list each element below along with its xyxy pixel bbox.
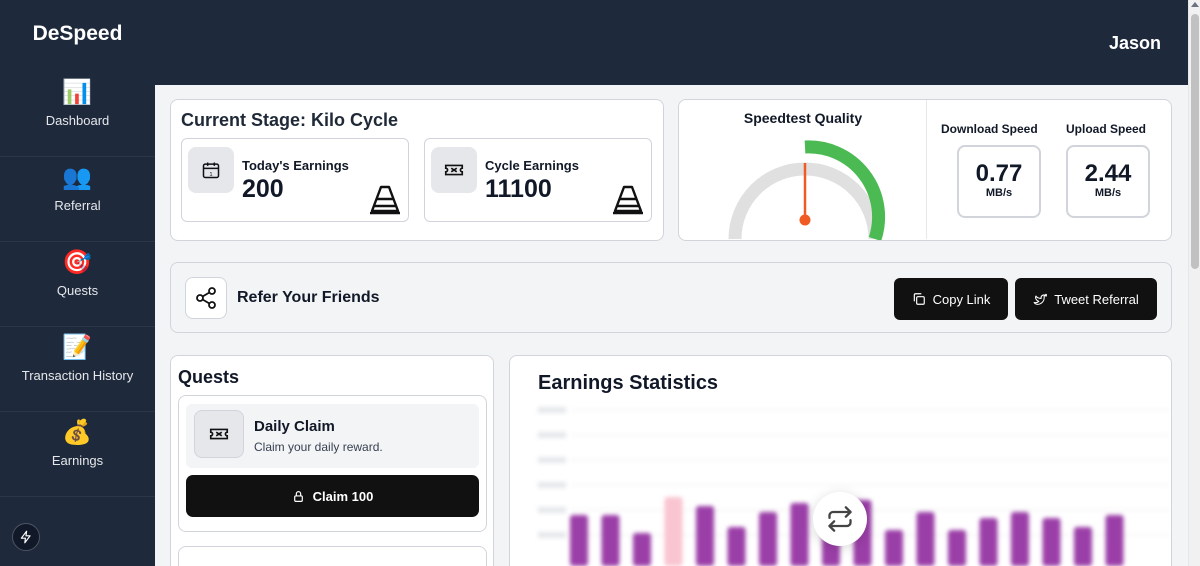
cycle-earnings-value: 11100 (485, 175, 552, 203)
chart-bar[interactable] (948, 530, 966, 566)
calendar-icon: 1 (188, 147, 234, 193)
cycle-earnings-box: Cycle Earnings 11100 (424, 138, 652, 222)
quest-name: Daily Claim (254, 418, 335, 435)
chart-tick-placeholder (538, 532, 566, 538)
claim-button[interactable]: Claim 100 (186, 475, 479, 517)
users-icon: 👥 (62, 164, 92, 191)
chart-tick-placeholder (538, 407, 566, 413)
quest-item (178, 546, 487, 566)
chart-bar[interactable] (790, 503, 809, 566)
chart-bar[interactable] (759, 512, 777, 566)
refer-card: Refer Your Friends Copy Link Tweet Refer… (170, 262, 1172, 333)
sidebar: DeSpeed 📊 Dashboard 👥 Referral 🎯 Quests … (0, 0, 155, 566)
quest-description: Claim your daily reward. (254, 440, 383, 454)
svg-text:1: 1 (209, 172, 212, 178)
chart-bar[interactable] (696, 506, 714, 566)
chart-bar[interactable] (727, 527, 746, 566)
share-button[interactable] (185, 277, 227, 319)
chart-tick-placeholder (538, 432, 566, 438)
username[interactable]: Jason (1108, 33, 1161, 53)
sidebar-item-label: Referral (54, 198, 101, 213)
sidebar-item-referral[interactable]: 👥 Referral (0, 157, 155, 242)
speedtest-quality-title: Speedtest Quality (743, 110, 863, 126)
sidebar-item-transaction-history[interactable]: 📝 Transaction History (0, 327, 155, 412)
sidebar-item-label: Quests (56, 283, 99, 298)
download-speed-box: 0.77 MB/s (957, 145, 1041, 218)
refer-title: Refer Your Friends (237, 289, 380, 306)
tweet-referral-button[interactable]: Tweet Referral (1015, 278, 1157, 320)
copy-link-label: Copy Link (932, 291, 991, 307)
earnings-statistics-card: Earnings Statistics (509, 355, 1172, 566)
chart-bar[interactable] (664, 497, 683, 566)
gauge-fill (804, 140, 886, 240)
stage-title: Current Stage: Kilo Cycle (181, 110, 399, 130)
upload-speed-value: 2.44 (1084, 160, 1132, 187)
chart-bar[interactable] (916, 512, 935, 566)
swap-icon (828, 506, 852, 532)
chart-tick-placeholder (538, 507, 566, 513)
chart-bar[interactable] (633, 533, 651, 566)
speedtest-card: Speedtest Quality Download Speed 0.77 MB… (678, 99, 1172, 241)
upload-speed-box: 2.44 MB/s (1066, 145, 1150, 218)
speedtest-gauge (728, 140, 886, 240)
todays-earnings-value: 200 (242, 175, 284, 203)
earnings-chart (538, 407, 1170, 566)
todays-earnings-label: Today's Earnings (242, 158, 349, 173)
brand-logo[interactable]: DeSpeed (32, 22, 123, 45)
chart-icon: 📊 (62, 79, 92, 106)
bolt-icon (20, 530, 31, 544)
sidebar-item-label: Earnings (51, 453, 104, 468)
share-icon (196, 287, 216, 309)
scroll-up-arrow-icon[interactable] (1191, 2, 1199, 7)
bolt-button[interactable] (12, 523, 40, 551)
tweet-referral-label: Tweet Referral (1054, 291, 1139, 307)
cone-icon (613, 185, 643, 215)
chart-bar[interactable] (885, 530, 903, 566)
claim-button-label: Claim 100 (312, 488, 374, 504)
cycle-earnings-label: Cycle Earnings (485, 158, 579, 173)
top-header: Jason (155, 0, 1188, 85)
chart-tick-placeholder (538, 482, 566, 488)
swap-chart-button[interactable] (813, 492, 867, 546)
quest-info: Daily Claim Claim your daily reward. (186, 404, 479, 468)
copy-link-button[interactable]: Copy Link (894, 278, 1008, 320)
download-speed-value: 0.77 (975, 160, 1023, 187)
ticket-icon (194, 410, 244, 458)
twitter-icon (1033, 293, 1048, 305)
sidebar-item-earnings[interactable]: 💰 Earnings (0, 412, 155, 497)
divider (926, 100, 927, 239)
chart-bar[interactable] (1011, 512, 1029, 566)
quests-title: Quests (178, 367, 240, 387)
memo-icon: 📝 (62, 334, 92, 361)
chart-tick-placeholder (538, 457, 566, 463)
chart-bar[interactable] (1105, 515, 1124, 566)
quests-card: Quests Daily Claim Claim your daily rewa… (170, 355, 494, 566)
gauge-needle-pivot (799, 214, 811, 226)
chart-bar[interactable] (601, 515, 620, 566)
chart-bar[interactable] (1074, 527, 1092, 566)
page-scrollbar[interactable] (1188, 0, 1200, 566)
stage-card: Current Stage: Kilo Cycle 1 Today's Earn… (170, 99, 664, 241)
upload-speed-label: Upload Speed (1066, 122, 1147, 136)
money-bag-icon: 💰 (62, 419, 92, 446)
target-icon: 🎯 (62, 249, 92, 276)
quest-item-daily-claim: Daily Claim Claim your daily reward. Cla… (178, 395, 487, 532)
sidebar-item-quests[interactable]: 🎯 Quests (0, 242, 155, 327)
earnings-statistics-title: Earnings Statistics (538, 372, 719, 394)
todays-earnings-box: 1 Today's Earnings 200 (181, 138, 409, 222)
chart-bar[interactable] (979, 518, 998, 566)
sidebar-item-label: Dashboard (45, 113, 110, 128)
scroll-thumb[interactable] (1191, 14, 1199, 269)
upload-speed-unit: MB/s (1094, 187, 1122, 199)
download-speed-label: Download Speed (941, 122, 1038, 136)
chart-bar[interactable] (1042, 518, 1061, 566)
download-speed-unit: MB/s (985, 187, 1013, 199)
lock-icon (293, 490, 303, 502)
copy-icon (913, 293, 925, 305)
ticket-icon (431, 147, 477, 193)
cone-icon (370, 185, 400, 215)
chart-bar[interactable] (570, 515, 588, 566)
sidebar-item-dashboard[interactable]: 📊 Dashboard (0, 72, 155, 157)
sidebar-item-label: Transaction History (21, 368, 134, 383)
